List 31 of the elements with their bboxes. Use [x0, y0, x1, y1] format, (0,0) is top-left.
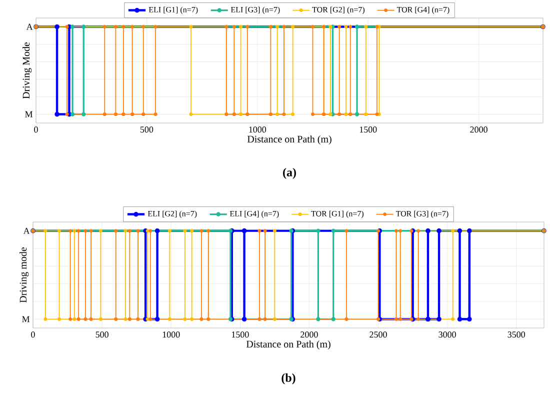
y-axis-title: Driving Mode	[22, 42, 32, 99]
text: M	[25, 111, 33, 118]
x-axis-title: Distance on Path (m)	[247, 135, 332, 145]
x-tick-label: 3000	[438, 332, 456, 338]
x-tick-label: 3500	[508, 332, 526, 338]
x-tick-label: 1500	[360, 126, 377, 133]
x-tick-label: 500	[140, 126, 154, 133]
x-tick-label: 0	[34, 126, 38, 133]
x-tick-label: 1500	[232, 332, 249, 338]
legend-label: TOR [G2] (n=7)	[312, 6, 364, 14]
legend-label: ELI [G4] (n=7)	[230, 210, 279, 218]
x-tick-label: 2000	[470, 126, 488, 133]
legend-label: ELI [G1] (n=7)	[148, 6, 198, 14]
text: (a)	[283, 168, 296, 179]
text: M	[22, 316, 30, 322]
legend-label: TOR [G1] (n=7)	[311, 210, 364, 218]
x-tick-label: 2500	[370, 332, 387, 338]
x-axis-title: Distance on Path (m)	[246, 340, 330, 350]
y-axis-title: Driving mode	[20, 247, 29, 303]
legend-label: TOR [G3] (n=7)	[396, 210, 448, 218]
x-tick-label: 500	[96, 332, 108, 338]
legend-label: ELI [G2] (n=7)	[148, 210, 197, 218]
text: (b)	[282, 373, 296, 384]
text: A	[23, 228, 30, 234]
x-tick-label: 1000	[162, 332, 180, 338]
legend-label: ELI [G3] (n=7)	[230, 6, 280, 14]
legend-label: TOR [G4] (n=7)	[396, 6, 450, 14]
x-tick-label: 1000	[249, 126, 266, 133]
text: A	[26, 24, 33, 30]
x-tick-label: 2000	[300, 332, 318, 338]
x-tick-label: 0	[31, 332, 35, 338]
